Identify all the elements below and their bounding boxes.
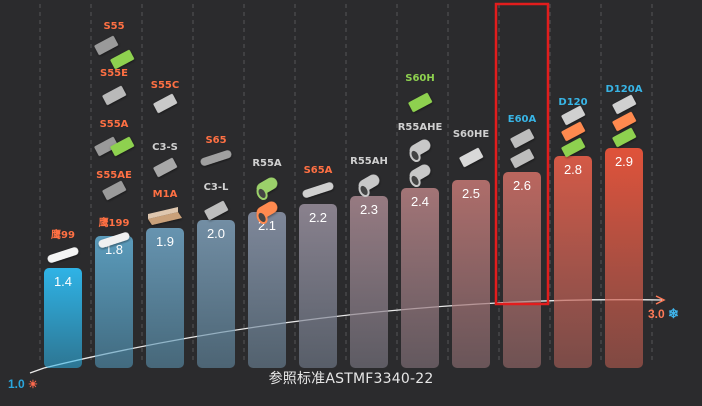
product-swatch-end: [358, 183, 370, 198]
product-swatch: [510, 148, 535, 168]
product-swatch: [148, 212, 182, 225]
bar-value-label: 2.6: [513, 178, 531, 193]
product-swatch-end: [256, 186, 268, 201]
product-swatch: [110, 49, 135, 69]
product-swatch: [612, 94, 637, 114]
product-swatch: [153, 93, 178, 113]
product-swatch: [561, 137, 586, 157]
highlight-box: [494, 2, 550, 306]
product-swatch: [94, 136, 119, 156]
bar-value-label: 2.3: [360, 202, 378, 217]
bar-value-label: 1.8: [105, 242, 123, 257]
bar-S65A: [299, 204, 337, 368]
product-label: C3-S: [152, 142, 178, 153]
bar-鹰199: [95, 236, 133, 368]
bar-D120A: [605, 148, 643, 368]
product-swatch: [102, 180, 127, 200]
product-label: C3-L: [204, 182, 229, 193]
bar-鹰99: [44, 268, 82, 368]
product-label: S65A: [304, 165, 333, 176]
product-label: S60H: [405, 73, 435, 84]
product-label: S55A: [100, 119, 129, 130]
product-swatch: [153, 157, 178, 177]
product-label: S65: [205, 135, 226, 146]
scale-max-value: 3.0: [648, 307, 665, 321]
product-swatch: [102, 85, 127, 105]
product-swatch: [47, 247, 79, 263]
snowflake-icon: ❄: [668, 306, 679, 321]
bar-R55AH: [350, 196, 388, 368]
product-swatch: [110, 136, 135, 156]
scale-max-label: 3.0 ❄: [648, 306, 679, 322]
product-swatches: [47, 35, 637, 263]
bar-M1A: [146, 228, 184, 368]
bar-E60A: [503, 172, 541, 368]
product-label: D120: [558, 97, 587, 108]
scale-arrow-head: [655, 295, 666, 305]
bar-value-label: 2.5: [462, 186, 480, 201]
bar-value-label: 2.9: [615, 154, 633, 169]
scale-min-value: 1.0: [8, 377, 25, 391]
product-swatch-end: [256, 210, 268, 225]
scale-min-label: 1.0 ☀: [8, 377, 38, 391]
product-label: R55AHE: [398, 122, 443, 133]
product-swatch: [94, 35, 119, 55]
product-swatch-end: [409, 148, 421, 163]
product-labels: 鹰99 S55 S55E S55A S55AE 鹰199 S55C C3-S M1A S65 C3-…: [51, 21, 643, 241]
bar-R55AHE: [401, 188, 439, 368]
product-label: 鹰199: [99, 216, 130, 229]
product-label: S55: [103, 21, 124, 32]
bar-value-label: 1.4: [54, 274, 72, 289]
product-swatch: [612, 127, 637, 147]
product-label: S55E: [100, 68, 128, 79]
scale-curve-tail: [29, 367, 45, 374]
product-label: S60HE: [453, 129, 489, 140]
bar-C3-L: [197, 220, 235, 368]
product-swatch-top: [148, 207, 178, 219]
bar-D120: [554, 156, 592, 368]
product-label: S55C: [151, 80, 179, 91]
grid-lines: [39, 4, 653, 360]
product-swatch: [459, 147, 484, 167]
product-swatch: [302, 182, 334, 198]
product-label: M1A: [153, 189, 178, 200]
product-swatch: [510, 128, 535, 148]
product-label: R55AH: [350, 156, 388, 167]
product-swatch: [612, 111, 637, 131]
chart-caption: 参照标准ASTMF3340-22: [268, 371, 434, 387]
bar-value-label: 2.8: [564, 162, 582, 177]
product-swatch: [204, 200, 229, 220]
bar-value-label: 1.9: [156, 234, 174, 249]
product-label: S55AE: [96, 170, 132, 181]
bar-value-label: 2.0: [207, 226, 225, 241]
product-label: E60A: [508, 114, 537, 125]
bar-value-label: 2.4: [411, 194, 429, 209]
product-label: D120A: [606, 84, 643, 95]
product-swatch: [200, 150, 232, 166]
product-swatch: [98, 232, 130, 248]
product-label: R55A: [252, 158, 282, 169]
bar-S60HE: [452, 180, 490, 368]
product-swatch-end: [409, 173, 421, 188]
bar-R55A: [248, 212, 286, 368]
sun-icon: ☀: [28, 379, 38, 391]
product-label: 鹰99: [51, 228, 75, 241]
product-swatch: [408, 92, 433, 112]
product-swatch: [561, 121, 586, 141]
product-swatch: [561, 105, 586, 125]
highlight-frame: [494, 2, 550, 306]
bars: 1.41.81.92.02.12.22.32.42.52.62.82.9: [44, 148, 643, 368]
bar-value-label: 2.2: [309, 210, 327, 225]
